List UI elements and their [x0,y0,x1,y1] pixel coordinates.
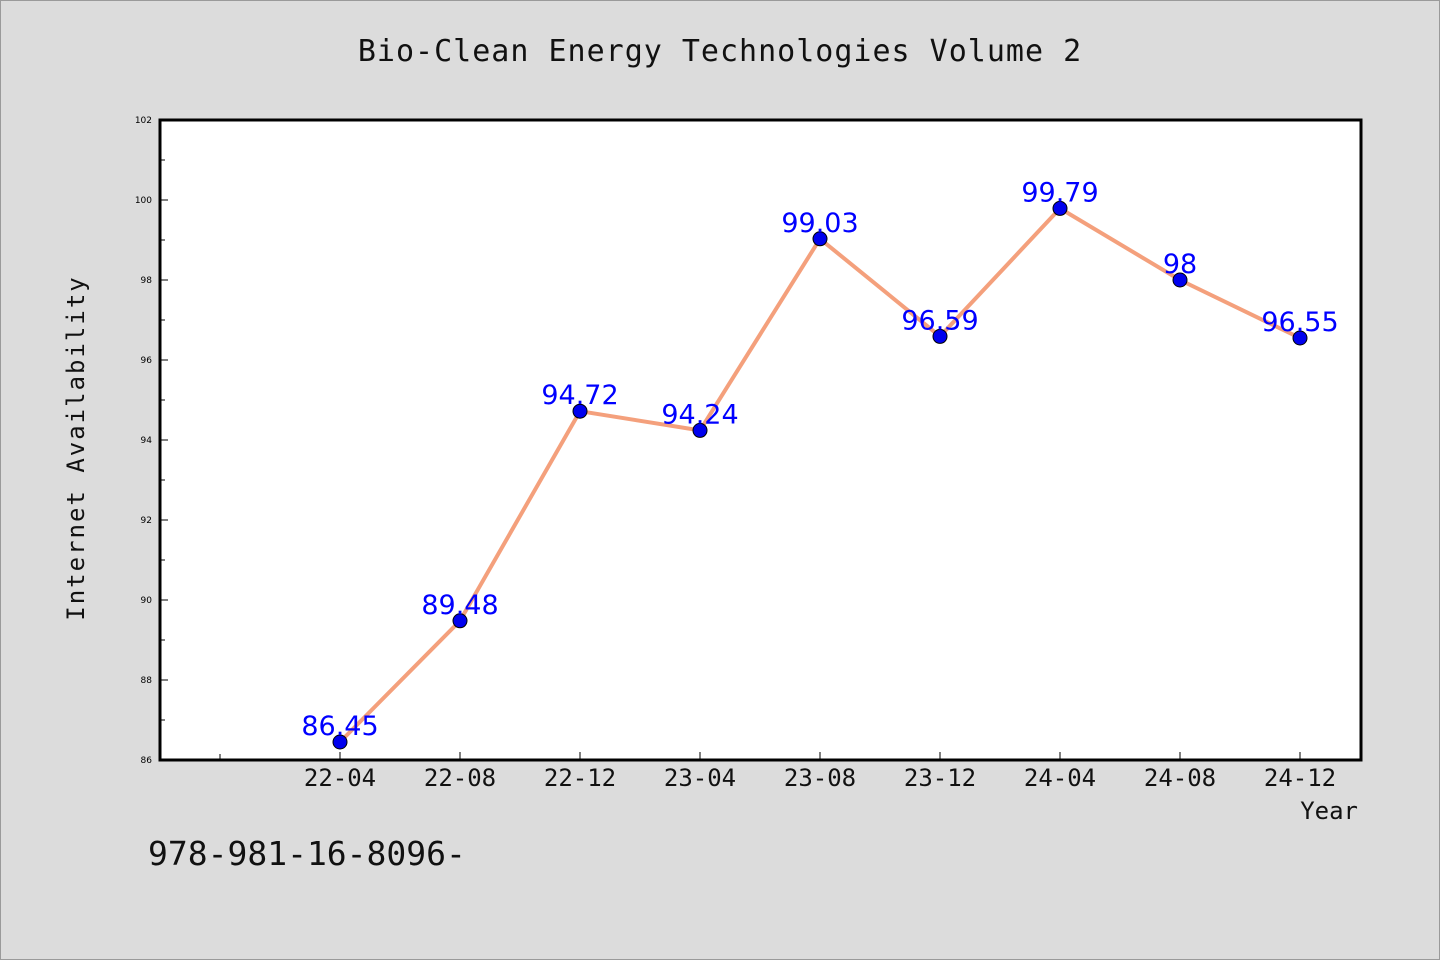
data-label: 96.59 [901,305,978,336]
y-tick-label: 88 [141,676,153,686]
data-point [1172,272,1188,288]
x-tick-label: 23-12 [904,764,976,792]
data-point [572,403,588,419]
x-tick-label: 22-04 [304,764,376,792]
data-label: 99.79 [1021,177,1098,208]
data-label: 86.45 [301,711,378,742]
y-tick-label: 102 [135,116,152,126]
y-tick-label: 94 [141,436,153,446]
data-label: 94.24 [661,399,738,430]
y-tick-label: 96 [141,356,153,366]
data-point [1052,200,1068,216]
data-point [812,231,828,247]
y-tick-label: 98 [141,276,153,286]
data-point [692,422,708,438]
y-tick-label: 86 [141,756,153,766]
y-tick-label: 92 [141,516,152,526]
footnote-isbn: 978-981-16-8096- [148,834,466,873]
data-point [452,613,468,629]
data-point [1292,330,1308,346]
data-label: 99.03 [781,208,858,239]
x-axis-label: Year [1300,797,1358,825]
x-tick-label: 24-04 [1024,764,1096,792]
x-tick-label: 22-08 [424,764,496,792]
x-tick-label: 24-12 [1264,764,1336,792]
x-tick-label: 23-08 [784,764,856,792]
data-label: 89.48 [421,590,498,621]
data-label: 98 [1163,249,1197,280]
y-tick-label: 100 [135,196,152,206]
chart-title: Bio-Clean Energy Technologies Volume 2 [357,34,1083,69]
plot-area [160,120,1361,760]
x-tick-label: 23-04 [664,764,736,792]
data-point [932,328,948,344]
data-point [332,734,348,750]
x-tick-label: 22-12 [544,764,616,792]
x-tick-label: 24-08 [1144,764,1216,792]
data-label: 96.55 [1261,307,1338,338]
y-tick-label: 90 [141,596,153,606]
data-label: 94.72 [541,380,618,411]
